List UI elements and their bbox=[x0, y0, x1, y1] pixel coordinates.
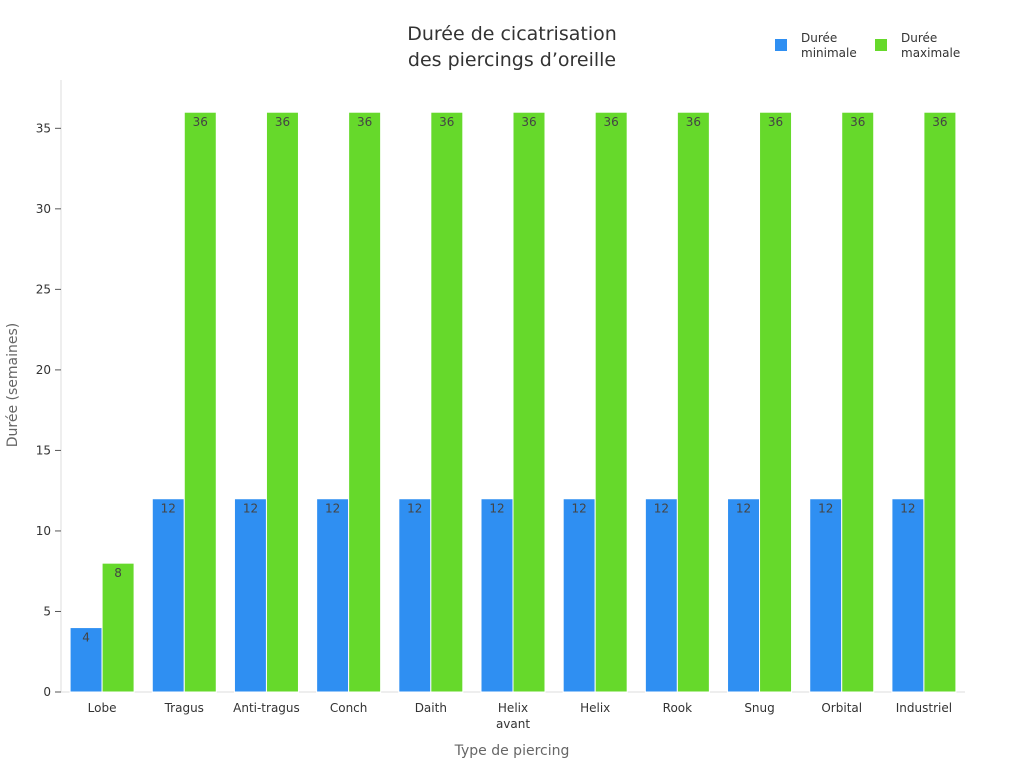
x-tick-label: Conch bbox=[330, 701, 368, 715]
data-label: 12 bbox=[654, 502, 669, 516]
y-tick-label: 25 bbox=[36, 282, 51, 296]
bar-min-duration bbox=[727, 498, 761, 693]
y-tick-label: 35 bbox=[36, 121, 51, 135]
data-label: 36 bbox=[275, 115, 290, 129]
data-label: 12 bbox=[407, 502, 422, 516]
bar-max-duration bbox=[841, 111, 875, 693]
data-label: 12 bbox=[489, 502, 504, 516]
bar-min-duration bbox=[316, 498, 350, 693]
data-label: 36 bbox=[521, 115, 536, 129]
bar-min-duration bbox=[809, 498, 843, 693]
x-tick-label: Industriel bbox=[896, 701, 952, 715]
bar-max-duration bbox=[183, 111, 217, 693]
bar-max-duration bbox=[512, 111, 546, 693]
x-tick-label: Helix bbox=[498, 701, 528, 715]
x-tick-label: Anti-tragus bbox=[233, 701, 300, 715]
y-tick-label: 30 bbox=[36, 202, 51, 216]
legend: Durée minimale Durée maximale bbox=[775, 31, 960, 60]
data-label: 36 bbox=[850, 115, 865, 129]
data-label: 12 bbox=[736, 502, 751, 516]
chart-title-line-2: des piercings d’oreille bbox=[408, 49, 616, 71]
y-tick-label: 20 bbox=[36, 363, 51, 377]
chart-title: Durée de cicatrisation des piercings d’o… bbox=[407, 23, 617, 71]
chart-title-line-1: Durée de cicatrisation bbox=[407, 23, 617, 45]
y-axis-label: Durée (semaines) bbox=[5, 323, 21, 448]
y-tick-label: 10 bbox=[36, 524, 51, 538]
bar-max-duration bbox=[594, 111, 628, 693]
data-label: 36 bbox=[686, 115, 701, 129]
x-tick-label: Rook bbox=[663, 701, 692, 715]
x-tick-label: Daith bbox=[415, 701, 447, 715]
data-label: 12 bbox=[818, 502, 833, 516]
bar-min-duration bbox=[480, 498, 514, 693]
legend-swatch-min bbox=[775, 39, 787, 51]
data-label: 4 bbox=[82, 631, 90, 645]
bar-min-duration bbox=[562, 498, 596, 693]
x-tick-label: Tragus bbox=[164, 701, 204, 715]
data-label: 36 bbox=[604, 115, 619, 129]
legend-label-max-line-1: Durée bbox=[901, 31, 937, 45]
data-label: 36 bbox=[932, 115, 947, 129]
x-tick-label: Lobe bbox=[88, 701, 117, 715]
bar-max-duration bbox=[923, 111, 957, 693]
x-tick-label: Orbital bbox=[821, 701, 862, 715]
legend-label-max-line-2: maximale bbox=[901, 46, 960, 60]
bar-max-duration bbox=[430, 111, 464, 693]
x-tick-label: Snug bbox=[744, 701, 774, 715]
data-label: 12 bbox=[243, 502, 258, 516]
x-axis-label: Type de piercing bbox=[454, 743, 570, 759]
bar-min-duration bbox=[151, 498, 185, 693]
data-label: 36 bbox=[768, 115, 783, 129]
x-tick-label: Helix bbox=[580, 701, 610, 715]
data-label: 36 bbox=[439, 115, 454, 129]
x-tick-label: avant bbox=[496, 717, 530, 731]
data-label: 12 bbox=[161, 502, 176, 516]
data-label: 12 bbox=[325, 502, 340, 516]
data-label: 12 bbox=[900, 502, 915, 516]
data-label: 36 bbox=[193, 115, 208, 129]
data-label: 36 bbox=[357, 115, 372, 129]
legend-label-min-line-1: Durée bbox=[801, 31, 837, 45]
bar-max-duration bbox=[101, 562, 135, 693]
bar-max-duration bbox=[265, 111, 299, 693]
plot-area: 0 5 10 15 20 25 30 35 4 8 Lobe 12 36 Tragus 12 36 Anti-t… bbox=[36, 80, 965, 731]
y-tick-label: 0 bbox=[43, 685, 51, 699]
bar-min-duration bbox=[644, 498, 678, 693]
y-tick-label: 15 bbox=[36, 443, 51, 457]
bar-max-duration bbox=[759, 111, 793, 693]
bar-min-duration bbox=[233, 498, 267, 693]
bar-max-duration bbox=[676, 111, 710, 693]
bar-min-duration bbox=[891, 498, 925, 693]
legend-swatch-max bbox=[875, 39, 887, 51]
y-tick-label: 5 bbox=[43, 604, 51, 618]
data-label: 12 bbox=[572, 502, 587, 516]
bar-max-duration bbox=[348, 111, 382, 693]
data-label: 8 bbox=[114, 566, 122, 580]
legend-label-min-line-2: minimale bbox=[801, 46, 857, 60]
bar-min-duration bbox=[398, 498, 432, 693]
